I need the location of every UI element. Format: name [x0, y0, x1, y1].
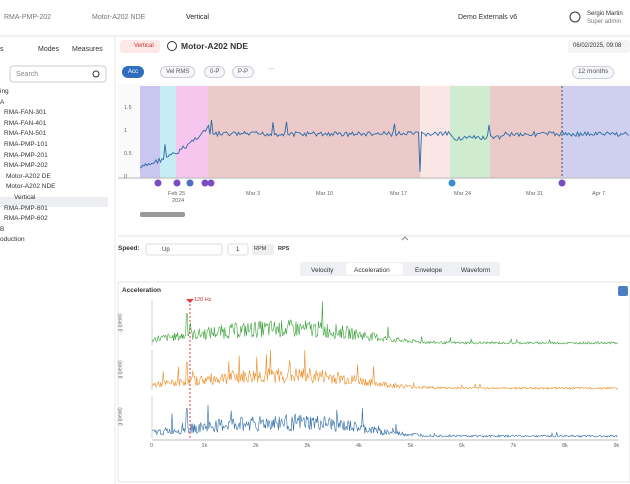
- y-axis-label: g (peak): [117, 407, 124, 426]
- event-icon: [558, 179, 566, 187]
- unit-toggle[interactable]: RPM: [254, 246, 267, 252]
- x-tick-label: 7k: [510, 443, 517, 449]
- org-selector[interactable]: Demo Externals v6: [458, 14, 518, 21]
- analysis-tab[interactable]: Acceleration: [354, 267, 390, 274]
- analysis-tab[interactable]: Velocity: [311, 267, 334, 274]
- sidebar-tab[interactable]: s: [0, 46, 4, 53]
- x-tick-label: 0: [150, 443, 154, 449]
- x-tick-label: Mar 3: [246, 191, 261, 197]
- event-icon: [448, 179, 456, 187]
- x-year-label: 2024: [172, 198, 185, 204]
- date: 06/02/2025, 09:08: [573, 43, 622, 49]
- y-tick-label: 0: [124, 174, 128, 180]
- x-tick-label: 1k: [201, 443, 208, 449]
- tree-item[interactable]: RMA-FAN-501: [4, 130, 47, 138]
- avatar: [569, 11, 581, 23]
- x-tick-label: Mar 31: [526, 191, 544, 197]
- tree-item[interactable]: RMA-PMP-101: [4, 141, 48, 148]
- analysis-tab[interactable]: Envelope: [415, 267, 443, 274]
- asset-title: Motor-A202 NDE: [181, 41, 249, 51]
- event-icon: [154, 179, 162, 187]
- ratio-input[interactable]: 1: [236, 247, 240, 253]
- tree-item[interactable]: B: [0, 225, 5, 233]
- y-tick-label: 1.5: [124, 105, 132, 111]
- x-tick-label: 5k: [407, 443, 414, 449]
- breadcrumb[interactable]: Vertical: [186, 14, 209, 21]
- tree-item[interactable]: Motor-A202 DE: [6, 172, 51, 180]
- event-icon: [173, 179, 181, 187]
- speed-label: Speed:: [118, 245, 140, 252]
- tree-item[interactable]: RMA-FAN-301: [4, 109, 47, 117]
- breadcrumb[interactable]: Motor-A202 NDE: [92, 14, 146, 21]
- y-axis-label: g (peak): [117, 360, 124, 379]
- x-tick-label: 3k: [304, 443, 311, 449]
- event-icon: [201, 179, 209, 187]
- breadcrumb[interactable]: RMA-PMP-202: [4, 14, 52, 21]
- speed-input[interactable]: Up: [162, 247, 170, 253]
- sidebar-tab[interactable]: Measures: [72, 46, 103, 53]
- tree-item[interactable]: RMA-PMP-601: [4, 204, 48, 212]
- y-tick-label: 0.5: [124, 151, 132, 157]
- user-name: Sergio Martin: [587, 11, 623, 17]
- unit-toggle[interactable]: RPS: [278, 246, 290, 252]
- x-tick-label: 2k: [253, 443, 259, 449]
- tree-item[interactable]: ing: [0, 88, 9, 95]
- x-tick-label: 4k: [356, 443, 362, 449]
- spectrum-line: [151, 301, 618, 345]
- tree-item[interactable]: RMA-FAN-401: [4, 119, 47, 127]
- x-tick-label: 9k: [613, 443, 620, 449]
- user-role: Super admin: [587, 19, 622, 25]
- event-icon: [207, 179, 215, 187]
- analysis-tab[interactable]: Waveform: [461, 267, 491, 274]
- badge: Vertical: [134, 43, 154, 49]
- tree-item[interactable]: Motor-A202 NDE: [6, 183, 56, 191]
- y-axis-label: g (peak): [117, 312, 124, 332]
- mode-button[interactable]: Vel RMS: [160, 66, 196, 78]
- tree-item[interactable]: oduction: [0, 236, 25, 244]
- x-tick-label: Mar 24: [454, 191, 472, 197]
- x-tick-label: Mar 17: [390, 191, 408, 197]
- marker-label: 120 Hz: [194, 297, 212, 303]
- tree-item[interactable]: RMA-PMP-201: [4, 151, 48, 159]
- tree-item[interactable]: RMA-PMP-202: [4, 162, 48, 170]
- mode-button[interactable]: P-P: [232, 66, 255, 78]
- panel-title: Acceleration: [122, 287, 162, 294]
- mode-button[interactable]: Acc: [122, 66, 145, 78]
- tree-item[interactable]: A: [0, 98, 5, 106]
- mode-button[interactable]: ···: [268, 66, 274, 72]
- search-box[interactable]: [9, 65, 107, 83]
- x-tick-label: Apr 7: [592, 191, 606, 197]
- spectrum-line: [151, 404, 618, 438]
- mode-button[interactable]: 0-P: [204, 66, 226, 78]
- event-icon: [186, 179, 194, 187]
- x-tick-label: Mar 10: [316, 191, 334, 197]
- x-tick-label: Feb 25: [168, 191, 186, 197]
- y-tick-label: 1: [124, 128, 128, 134]
- range-selector[interactable]: 12 months: [572, 66, 615, 79]
- x-tick-label: 8k: [562, 443, 568, 449]
- tree-item[interactable]: Vertical: [14, 194, 36, 201]
- sidebar-tab[interactable]: Modes: [38, 46, 60, 53]
- trend-line: [139, 119, 629, 173]
- search-placeholder: Search: [16, 71, 39, 78]
- x-tick-label: 6k: [459, 443, 465, 449]
- spectrum-line: [151, 349, 618, 390]
- tree-item[interactable]: RMA-PMP-602: [4, 215, 48, 223]
